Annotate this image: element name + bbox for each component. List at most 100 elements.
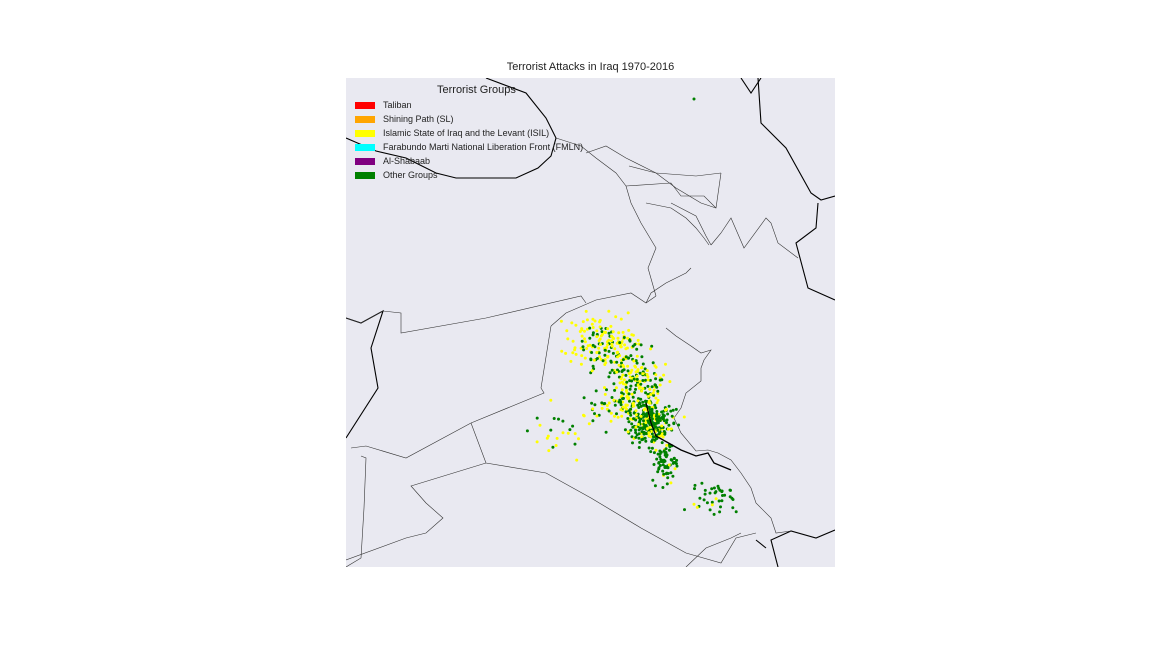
attack-marker-other: [600, 330, 604, 334]
attack-marker-isil: [616, 336, 620, 340]
attack-marker-other: [630, 435, 634, 439]
attack-marker-other: [607, 409, 611, 413]
attack-marker-isil: [569, 359, 573, 363]
attack-marker-other: [641, 362, 645, 366]
attack-marker-other: [638, 426, 642, 430]
attack-marker-other: [650, 440, 654, 443]
attack-marker-isil: [620, 380, 624, 384]
attack-marker-other: [728, 488, 732, 492]
attack-marker-isil: [627, 328, 631, 332]
attack-marker-other: [712, 486, 716, 490]
attack-marker-other: [615, 412, 618, 416]
attack-marker-other: [631, 395, 635, 399]
attack-marker-isil: [636, 399, 640, 403]
attack-marker-isil: [635, 374, 639, 378]
attack-marker-other: [637, 406, 641, 409]
attack-marker-other: [610, 396, 614, 399]
attack-marker-isil: [664, 362, 667, 366]
attack-marker-other: [630, 379, 634, 383]
attack-marker-other: [629, 354, 633, 358]
attack-marker-isil: [591, 407, 595, 411]
attack-marker-isil: [669, 427, 673, 431]
attack-marker-other: [718, 488, 722, 492]
attack-marker-other: [652, 423, 656, 427]
attack-marker-isil: [710, 503, 714, 507]
caucasus-border-2: [628, 165, 722, 209]
attack-marker-other: [651, 361, 655, 365]
attack-marker-other: [626, 417, 630, 420]
attack-marker-other: [653, 484, 657, 488]
caspian-coast: [757, 78, 835, 201]
attack-marker-isil: [640, 435, 644, 439]
attack-marker-isil: [587, 422, 591, 426]
attack-marker-other: [640, 355, 644, 359]
attack-marker-other: [632, 417, 636, 421]
attack-marker-other: [635, 377, 639, 381]
attack-marker-isil: [621, 405, 625, 409]
attack-marker-other: [629, 428, 633, 432]
attack-marker-other: [641, 403, 645, 407]
attack-marker-other: [648, 378, 652, 382]
attack-marker-isil: [636, 338, 640, 342]
attack-marker-other: [604, 430, 608, 434]
attack-marker-other: [663, 432, 667, 436]
legend-label: Al-Shabaab: [383, 156, 431, 166]
attack-marker-isil: [597, 346, 601, 350]
armenia-border: [670, 202, 712, 246]
attack-marker-other: [591, 343, 595, 347]
legend-item-other-groups: Other Groups: [352, 168, 583, 182]
attack-marker-isil: [595, 351, 599, 354]
attack-marker-other: [662, 449, 666, 453]
attack-marker-other: [666, 412, 670, 416]
attack-marker-other: [652, 451, 656, 455]
attack-marker-isil: [575, 458, 579, 462]
attack-marker-isil: [598, 325, 602, 329]
attack-marker-isil: [630, 377, 634, 381]
legend-item-isil: Islamic State of Iraq and the Levant (IS…: [352, 126, 583, 140]
attack-marker-other: [644, 439, 648, 443]
attack-marker-isil: [615, 351, 619, 355]
attack-marker-other: [632, 377, 636, 381]
attack-marker-other: [588, 336, 592, 340]
attack-marker-other: [667, 404, 671, 408]
attack-marker-other: [634, 435, 638, 439]
attack-marker-other: [608, 371, 612, 375]
attack-marker-other: [654, 406, 658, 410]
attack-marker-isil: [616, 355, 620, 359]
attack-marker-isil: [585, 327, 589, 331]
shatt-al-arab: [755, 539, 767, 549]
attack-marker-isil: [554, 444, 558, 447]
attack-marker-other: [551, 445, 555, 449]
attack-marker-other: [710, 500, 714, 504]
attack-marker-other: [618, 341, 622, 345]
attack-marker-isil: [654, 373, 658, 377]
attack-marker-other: [655, 385, 659, 389]
attack-marker-isil: [566, 337, 570, 341]
attack-marker-isil: [590, 322, 594, 326]
attack-marker-other: [712, 512, 716, 516]
map-canvas[interactable]: [346, 78, 835, 567]
black-sea-coast: [346, 78, 557, 179]
attack-marker-isil: [565, 329, 569, 333]
attack-marker-other: [702, 498, 706, 502]
map-panel[interactable]: Terrorist Groups Taliban Shining Path (S…: [346, 78, 835, 567]
attack-marker-isil: [559, 319, 563, 323]
attack-marker-other: [636, 403, 640, 407]
legend-item-shining-path: Shining Path (SL): [352, 112, 583, 126]
attack-marker-other: [667, 423, 671, 427]
mediterranean-coast: [346, 309, 384, 439]
attack-marker-isil: [591, 326, 595, 329]
attack-marker-isil: [582, 414, 586, 418]
legend-swatch-shining-path: [355, 115, 375, 123]
attack-marker-other: [621, 368, 625, 372]
attack-marker-other: [628, 411, 632, 415]
attack-marker-isil: [660, 424, 664, 428]
attack-marker-isil: [645, 427, 649, 431]
attack-marker-other: [613, 388, 617, 392]
attack-marker-isil: [651, 391, 655, 395]
attack-marker-other: [665, 418, 669, 422]
attack-marker-other: [571, 424, 575, 428]
attack-marker-other: [650, 446, 654, 450]
attack-marker-isil: [571, 339, 575, 343]
attack-marker-other: [667, 448, 671, 452]
